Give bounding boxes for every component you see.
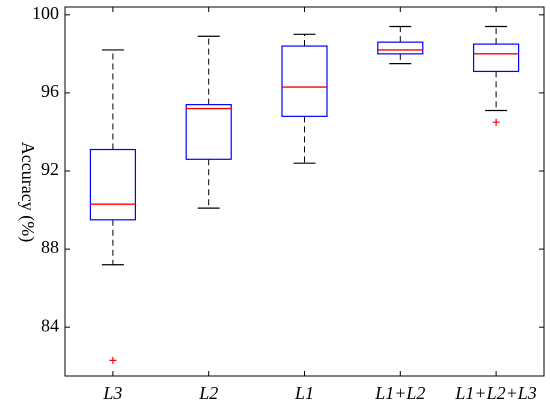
box-l1-plus-l2-plus-l3 — [473, 43, 520, 73]
x-tick-label-l1-plus-l2-plus-l3: L1+L2+L3 — [454, 383, 536, 403]
plot-frame — [64, 6, 545, 377]
box-l1-plus-l2 — [377, 41, 424, 55]
x-tick-label-l3: L3 — [102, 383, 122, 403]
x-tick-label-l1: L1 — [294, 383, 314, 403]
outlier-l1-plus-l2-plus-l3-0 — [492, 118, 500, 126]
plot-elements: 84 88 92 96 100 L3 L2 L1 L1+L2 L1+L2+L3 — [32, 3, 544, 403]
y-tick-label-84: 84 — [41, 315, 59, 335]
x-tick-label-l2: L2 — [198, 383, 218, 403]
y-tick-label-100: 100 — [32, 3, 59, 23]
y-tick-label-88: 88 — [41, 237, 59, 257]
box-l1 — [281, 45, 328, 117]
box-l3 — [89, 148, 137, 221]
outlier-l3-0 — [109, 356, 117, 364]
y-tick-label-96: 96 — [41, 81, 59, 101]
x-tick-label-l1-plus-l2: L1+L2 — [374, 383, 425, 403]
y-tick-label-92: 92 — [41, 159, 59, 179]
box-l2 — [185, 104, 232, 160]
y-axis-title: Accuracy (%) — [17, 142, 38, 242]
